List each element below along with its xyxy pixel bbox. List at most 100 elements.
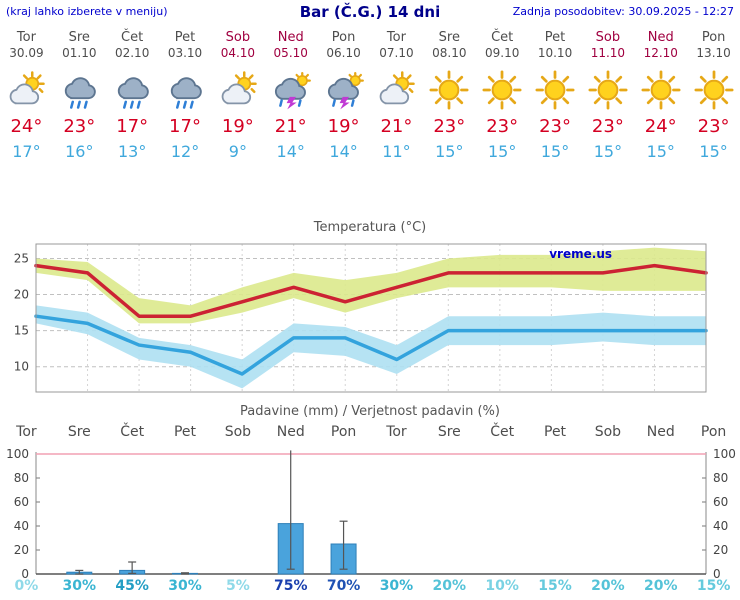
day-date: 02.10 bbox=[114, 46, 150, 60]
temperature-chart: 10 15 20 25 vreme.us bbox=[14, 243, 708, 393]
day-name: Ned bbox=[277, 30, 304, 45]
precip-y-tick-left: 80 bbox=[14, 471, 29, 485]
precip-day-label: Pon bbox=[700, 424, 727, 440]
sun-icon bbox=[588, 70, 628, 110]
temp-max: 23° bbox=[697, 116, 730, 137]
temp-max: 24° bbox=[10, 116, 43, 137]
temp-max: 21° bbox=[274, 116, 307, 137]
temp-chart-frame bbox=[35, 243, 707, 393]
temp-min: 15° bbox=[646, 142, 675, 161]
day-column[interactable]: Sob 04.10 19° 9° bbox=[211, 30, 264, 162]
precip-day-label: Čet bbox=[120, 424, 145, 440]
sun-icon bbox=[429, 70, 469, 110]
thunder-icon bbox=[271, 70, 311, 110]
temp-min: 16° bbox=[65, 142, 94, 161]
day-column[interactable]: Ned 12.10 24° 15° bbox=[634, 30, 687, 162]
day-name: Tor bbox=[386, 30, 406, 45]
temp-y-tick-label: 10 bbox=[14, 360, 29, 374]
day-date: 04.10 bbox=[220, 46, 256, 60]
temp-min: 15° bbox=[593, 142, 623, 161]
precip-y-tick-left: 60 bbox=[14, 495, 29, 509]
day-column[interactable]: Ned 05.10 21° 14° bbox=[264, 30, 317, 162]
cloud-rain-icon bbox=[165, 70, 205, 110]
temp-min: 13° bbox=[117, 142, 147, 161]
day-date: 09.10 bbox=[484, 46, 520, 60]
precip-day-label: Pet bbox=[544, 424, 567, 440]
temp-min: 14° bbox=[329, 142, 358, 161]
precip-probability: 45% bbox=[115, 578, 149, 594]
precip-day-label: Sre bbox=[437, 424, 461, 440]
temp-max: 23° bbox=[591, 116, 624, 137]
day-column[interactable]: Sre 08.10 23° 15° bbox=[423, 30, 476, 162]
precip-day-label: Pon bbox=[330, 424, 357, 440]
precip-y-tick-left: 40 bbox=[14, 519, 29, 533]
precip-probability: 15% bbox=[696, 578, 731, 594]
day-name: Čet bbox=[491, 30, 514, 45]
precip-day-label: Sre bbox=[67, 424, 91, 440]
precip-probability: 5% bbox=[225, 578, 250, 594]
precip-day-label: Ned bbox=[276, 424, 305, 440]
day-name: Sre bbox=[68, 30, 90, 45]
precip-day-label: Tor bbox=[16, 424, 37, 440]
temp-y-tick-label: 15 bbox=[14, 324, 29, 338]
day-name: Sre bbox=[438, 30, 460, 45]
precipitation-chart-title: Padavine (mm) / Verjetnost padavin (%) bbox=[240, 404, 500, 419]
precip-y-tick-left: 100 bbox=[6, 447, 29, 461]
precip-day-label: Ned bbox=[646, 424, 675, 440]
day-date: 30.09 bbox=[9, 46, 44, 60]
day-column[interactable]: Pet 03.10 17° 12° bbox=[159, 30, 212, 162]
precip-y-tick-right: 40 bbox=[713, 519, 728, 533]
day-column[interactable]: Tor 07.10 21° 11° bbox=[370, 30, 423, 162]
temp-max: 24° bbox=[644, 116, 677, 137]
precip-day-label: Tor bbox=[386, 424, 407, 440]
temp-min: 17° bbox=[12, 142, 41, 161]
temp-min: 11° bbox=[382, 142, 411, 161]
sun-icon bbox=[535, 70, 575, 110]
precip-probability: 30% bbox=[62, 578, 97, 594]
precip-day-label: Sob bbox=[594, 424, 622, 440]
day-column[interactable]: Čet 09.10 23° 15° bbox=[476, 30, 529, 162]
day-column[interactable]: Pet 10.10 23° 15° bbox=[529, 30, 582, 162]
temp-min: 15° bbox=[487, 142, 517, 161]
day-column[interactable]: Pon 06.10 19° 14° bbox=[317, 30, 370, 162]
temp-max: 19° bbox=[221, 116, 254, 137]
precip-probability: 20% bbox=[643, 578, 678, 594]
cloud-rain-icon bbox=[59, 70, 99, 110]
tmax-uncertainty-band bbox=[36, 247, 706, 324]
day-date: 07.10 bbox=[379, 46, 414, 60]
precip-y-tick-right: 60 bbox=[713, 495, 728, 509]
day-column[interactable]: Tor 30.09 24° 17° bbox=[0, 30, 53, 162]
temp-max: 23° bbox=[539, 116, 571, 137]
location-menu-note: (kraj lahko izberete v meniju) bbox=[6, 5, 168, 18]
precip-day-labels-row: Tor Sre Čet Pet Sob Ned Pon Tor Sre Čet Pet Sob Ned P… bbox=[0, 424, 740, 440]
temp-min: 15° bbox=[699, 142, 728, 161]
day-name: Čet bbox=[121, 30, 144, 45]
day-date: 03.10 bbox=[167, 46, 203, 60]
day-date: 08.10 bbox=[432, 46, 467, 60]
day-column[interactable]: Sre 01.10 23° 16° bbox=[53, 30, 106, 162]
temp-max: 17° bbox=[116, 116, 149, 137]
precip-whiskers bbox=[75, 450, 348, 575]
day-column[interactable]: Čet 02.10 17° 13° bbox=[106, 30, 159, 162]
temp-min: 15° bbox=[540, 142, 570, 161]
precip-y-tick-left: 0 bbox=[21, 567, 29, 580]
temperature-chart-title: Temperatura (°C) bbox=[313, 220, 427, 235]
day-date: 13.10 bbox=[696, 46, 731, 60]
day-column[interactable]: Sob 11.10 23° 15° bbox=[581, 30, 634, 162]
precip-y-tick-right: 100 bbox=[713, 447, 736, 461]
sun-icon bbox=[694, 70, 734, 110]
temp-min: 9° bbox=[228, 142, 247, 161]
precip-y-tick-right: 0 bbox=[713, 567, 721, 580]
temp-min: 15° bbox=[435, 142, 464, 161]
cloud-sun-icon bbox=[376, 70, 416, 110]
precip-probability: 15% bbox=[538, 578, 572, 594]
precip-y-tick-right: 80 bbox=[713, 471, 728, 485]
temp-y-tick-label: 20 bbox=[14, 288, 29, 302]
day-name: Pon bbox=[331, 30, 356, 45]
day-name: Pon bbox=[701, 30, 726, 45]
watermark-link[interactable]: vreme.us bbox=[549, 247, 612, 261]
precip-y-tick-right: 20 bbox=[713, 543, 728, 557]
day-name: Tor bbox=[16, 30, 36, 45]
day-name: Pet bbox=[544, 30, 566, 45]
day-column[interactable]: Pon 13.10 23° 15° bbox=[687, 30, 740, 162]
